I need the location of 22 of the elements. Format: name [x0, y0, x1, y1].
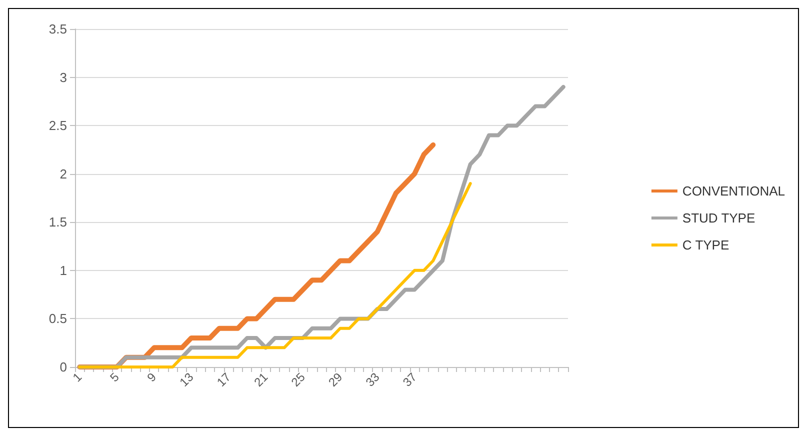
x-tick-label: 37 [400, 370, 420, 390]
y-tick-label: 2 [60, 166, 67, 182]
legend-label: C TYPE [682, 238, 730, 252]
x-tick-label: 9 [144, 370, 160, 385]
line-series [78, 182, 472, 368]
x-tick-label: 21 [251, 370, 271, 390]
y-tick-label: 1.5 [48, 214, 67, 230]
y-tick-label: 3 [60, 70, 67, 85]
y-tick-label: 0.5 [48, 311, 67, 326]
y-tick-label: 2.5 [48, 118, 67, 134]
x-tick-label: 5 [107, 370, 122, 385]
x-tick-label: 17 [214, 370, 234, 390]
y-tick-label: 0 [60, 360, 67, 374]
x-tick-label: 29 [326, 370, 346, 390]
legend-label: CONVENTIONAL [682, 184, 786, 198]
x-tick-label: 33 [362, 370, 382, 390]
x-tick-label: 1 [70, 370, 85, 385]
y-tick-label: 1 [60, 262, 67, 278]
x-tick-label: 13 [176, 370, 196, 390]
y-tick-label: 3.5 [48, 22, 67, 36]
x-tick-label: 25 [288, 370, 308, 390]
legend-label: STUD TYPE [682, 210, 756, 226]
